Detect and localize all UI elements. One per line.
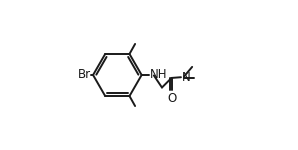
Text: N: N (182, 71, 191, 84)
Text: Br: Br (78, 69, 91, 81)
Text: O: O (167, 92, 176, 105)
Text: NH: NH (150, 69, 167, 81)
